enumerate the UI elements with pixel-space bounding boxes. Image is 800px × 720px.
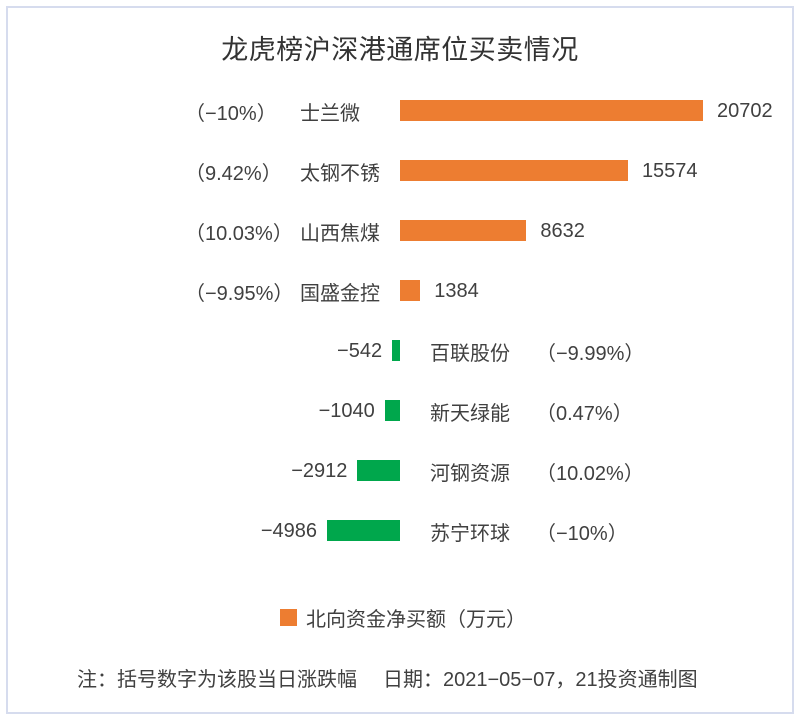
chart-row: −542 百联股份 （−9.99%） xyxy=(0,321,800,381)
pct-change-label: （10.03%） xyxy=(185,222,293,245)
stock-name-label: 百联股份 xyxy=(430,342,510,365)
positive-bar[interactable] xyxy=(400,280,421,301)
positive-bar[interactable] xyxy=(400,220,527,241)
footer-note: 注：括号数字为该股当日涨跌幅 xyxy=(77,668,357,691)
legend-label: 北向资金净买额（万元） xyxy=(306,608,526,631)
chart-row: （−9.95%） 国盛金控 1384 xyxy=(0,261,800,321)
pct-change-label: （10.02%） xyxy=(536,462,644,485)
negative-bar[interactable] xyxy=(357,460,400,481)
bar-value-label: −4986 xyxy=(260,519,318,542)
chart-row: （9.42%） 太钢不锈 15574 xyxy=(0,141,800,201)
footer-date: 日期：2021−05−07，21投资通制图 xyxy=(383,668,698,691)
negative-bar[interactable] xyxy=(327,520,400,541)
negative-bar[interactable] xyxy=(384,400,400,421)
bar-value-label: −1040 xyxy=(318,399,375,422)
stock-name-label: 新天绿能 xyxy=(430,402,510,425)
stock-name-label: 山西焦煤 xyxy=(300,222,380,245)
pct-change-label: （−9.99%） xyxy=(536,342,645,365)
stock-name-label: 河钢资源 xyxy=(430,462,510,485)
positive-bar[interactable] xyxy=(400,100,703,121)
bar-value-label: −2912 xyxy=(291,459,348,482)
stock-name-label: 太钢不锈 xyxy=(300,162,380,185)
chart-row: −2912 河钢资源 （10.02%） xyxy=(0,441,800,501)
negative-bar[interactable] xyxy=(392,340,400,361)
pct-change-label: （−9.95%） xyxy=(185,282,294,305)
pct-change-label: （−10%） xyxy=(536,522,628,545)
stock-name-label: 士兰微 xyxy=(300,102,360,125)
legend-swatch-icon xyxy=(280,608,297,626)
stock-name-label: 苏宁环球 xyxy=(430,522,510,545)
legend[interactable]: 北向资金净买额（万元） xyxy=(280,600,526,634)
positive-bar[interactable] xyxy=(400,160,628,181)
bar-value-label: −542 xyxy=(337,339,383,362)
bar-value-label: 20702 xyxy=(717,99,773,122)
bar-value-label: 8632 xyxy=(540,219,585,242)
stock-name-label: 国盛金控 xyxy=(300,282,380,305)
pct-change-label: （0.47%） xyxy=(536,402,633,425)
chart-row: （10.03%） 山西焦煤 8632 xyxy=(0,201,800,261)
chart-title: 龙虎榜沪深港通席位买卖情况 xyxy=(221,35,579,65)
bar-value-label: 15574 xyxy=(641,159,698,182)
footer: 注：括号数字为该股当日涨跌幅 日期：2021−05−07，21投资通制图 xyxy=(0,664,800,691)
chart-row: −1040 新天绿能 （0.47%） xyxy=(0,381,800,441)
chart-row: （−10%） 士兰微 20702 xyxy=(0,81,800,141)
pct-change-label: （9.42%） xyxy=(185,162,282,185)
chart-row: −4986 苏宁环球 （−10%） xyxy=(0,501,800,561)
bar-value-label: 1384 xyxy=(434,279,479,302)
pct-change-label: （−10%） xyxy=(185,102,277,125)
chart-rows: （−10%） 士兰微 20702 （9.42%） 太钢不锈 15574 （10.03%） 山西… xyxy=(0,81,800,561)
